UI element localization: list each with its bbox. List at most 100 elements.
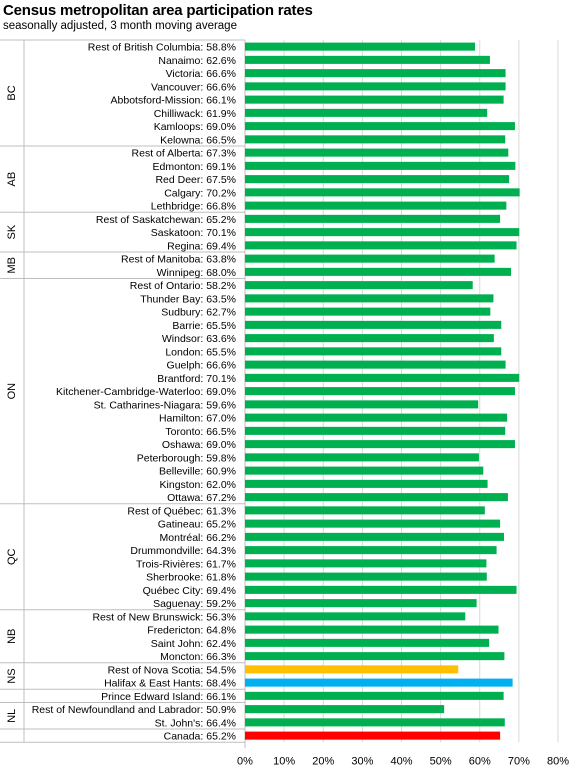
category-label: Saskatoon: 70.1% [151,227,236,239]
bar-Rest of Alberta [245,148,509,157]
category-label: Thunder Bay: 63.5% [140,293,236,305]
category-label: Québec City: 69.4% [143,585,236,597]
category-label: Regina: 69.4% [167,240,236,252]
bar-Rest of Manitoba [245,254,495,263]
bar-Rest of British Columbia [245,42,476,51]
bar-Canada [245,731,501,740]
bar-Abbotsford-Mission [245,95,504,104]
bar-Rest of Nova Scotia [245,665,459,674]
category-label: Rest of Nova Scotia: 54.5% [108,664,236,676]
category-label: Kitchener-Cambridge-Waterloo: 69.0% [56,386,236,398]
x-tick-label: 60% [469,755,491,767]
bar-Winnipeg [245,267,512,276]
chart-subtitle: seasonally adjusted, 3 month moving aver… [3,20,237,32]
category-label: Rest of Québec: 61.3% [127,505,236,517]
category-label: Nanaimo: 62.6% [158,55,236,67]
category-label: Red Deer: 67.5% [155,174,236,186]
category-label: Peterborough: 59.8% [137,452,236,464]
x-tick-label: 30% [351,755,373,767]
bar-St. Catharines-Niagara [245,400,479,409]
bar-Saguenay [245,599,477,608]
bar-Peterborough [245,453,479,462]
x-tick-label: 20% [312,755,334,767]
category-label: Montréal: 66.2% [160,532,236,544]
bar-Fredericton [245,625,499,634]
bar-Saskatoon [245,228,520,237]
group-label-AB: AB [6,172,18,187]
category-label: Victoria: 66.6% [166,68,236,80]
category-label: Rest of Manitoba: 63.8% [121,254,236,266]
x-tick-label: 10% [273,755,295,767]
bar-Sudbury [245,307,491,316]
group-label-BC: BC [6,85,18,100]
bar-Barrie [245,320,502,329]
bar-Québec City [245,585,517,594]
category-label: Brantford: 70.1% [157,373,236,385]
category-label: Rest of Ontario: 58.2% [130,280,236,292]
category-label: Rest of Newfoundland and Labrador: 50.9% [32,704,236,716]
category-label: St. Catharines-Niagara: 59.6% [94,399,236,411]
category-label: Rest of Alberta: 67.3% [132,148,236,160]
bar-Belleville [245,466,484,475]
category-label: Halifax & East Hants: 68.4% [104,678,236,690]
bar-Halifax & East Hants [245,678,513,687]
category-label: Calgary: 70.2% [164,187,236,199]
category-label: Drummondville: 64.3% [130,545,236,557]
bar-Sherbrooke [245,572,487,581]
category-label: Rest of Saskatchewan: 65.2% [96,214,236,226]
category-label: Sherbrooke: 61.8% [146,572,236,584]
bar-Vancouver [245,82,506,91]
category-label: Chilliwack: 61.9% [154,108,236,120]
bar-St. John's [245,718,505,727]
x-tick-label: 0% [237,755,253,767]
group-label-NS: NS [6,668,18,683]
category-label: Edmonton: 69.1% [153,161,236,173]
bar-Oshawa [245,440,515,449]
bar-Brantford [245,373,520,382]
bar-Rest of Ontario [245,281,473,290]
bar-Kitchener-Cambridge-Waterloo [245,387,515,396]
bar-Prince Edward Island [245,691,504,700]
category-label: Lethbridge: 66.8% [151,201,236,213]
bar-Kingston [245,479,488,488]
bar-Gatineau [245,519,501,528]
bar-Rest of New Brunswick [245,612,466,621]
category-label: Kingston: 62.0% [160,479,236,491]
x-tick-label: 40% [390,755,412,767]
group-label-ON: ON [6,383,18,400]
category-label: Saint John: 62.4% [151,638,236,650]
group-label-SK: SK [6,224,18,239]
category-label: St. John's: 66.4% [155,717,236,729]
bar-Chilliwack [245,108,488,117]
category-label: Saguenay: 59.2% [153,598,236,610]
category-label: Winnipeg: 68.0% [157,267,236,279]
bar-Montréal [245,532,505,541]
bar-Ottawa [245,493,508,502]
x-tick-label: 80% [547,755,569,767]
category-label: Vancouver: 66.6% [151,81,236,93]
category-label: Canada: 65.2% [164,731,236,743]
bar-Rest of Newfoundland and Labrador [245,705,445,714]
category-label: Ottawa: 67.2% [167,492,236,504]
bar-Edmonton [245,161,516,170]
category-label: Rest of British Columbia: 58.8% [88,42,236,54]
category-label: Kelowna: 66.5% [160,134,236,146]
category-label: Moncton: 66.3% [160,651,236,663]
group-label-NL: NL [6,709,18,723]
category-label: Hamilton: 67.0% [159,413,236,425]
category-label: Kamloops: 69.0% [154,121,236,133]
bar-Moncton [245,652,505,661]
category-label: Gatineau: 65.2% [158,519,236,531]
category-label: Trois-Rivières: 61.7% [136,558,236,570]
bar-Victoria [245,69,506,78]
category-label: Abbotsford-Mission: 66.1% [111,95,236,107]
category-label: Prince Edward Island: 66.1% [101,691,236,703]
bar-London [245,347,502,356]
category-label: London: 65.5% [165,346,236,358]
group-label-QC: QC [6,548,18,565]
category-label: Windsor: 63.6% [162,333,236,345]
bar-Red Deer [245,175,510,184]
bar-Nanaimo [245,55,490,64]
bar-Guelph [245,360,506,369]
